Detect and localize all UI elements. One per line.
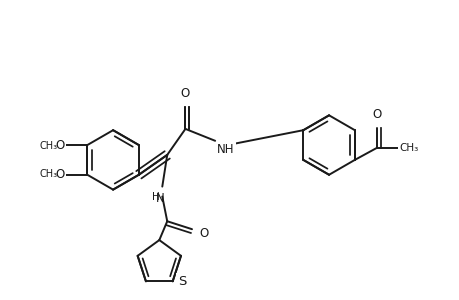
Text: O: O xyxy=(55,168,64,181)
Text: O: O xyxy=(180,87,190,100)
Text: S: S xyxy=(177,275,185,288)
Text: NH: NH xyxy=(217,143,234,156)
Text: CH₃: CH₃ xyxy=(398,143,418,153)
Text: H: H xyxy=(151,191,159,202)
Text: CH₃: CH₃ xyxy=(39,141,58,151)
Text: O: O xyxy=(198,226,208,240)
Text: O: O xyxy=(371,108,381,121)
Text: CH₃: CH₃ xyxy=(39,169,58,179)
Text: N: N xyxy=(155,191,164,205)
Text: O: O xyxy=(55,139,64,152)
